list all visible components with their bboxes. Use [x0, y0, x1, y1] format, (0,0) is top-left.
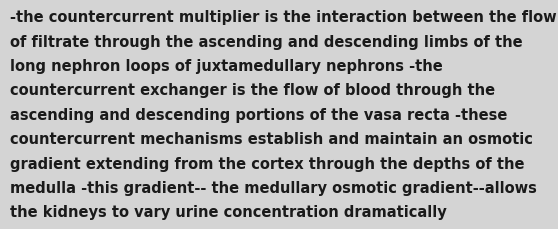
Text: the kidneys to vary urine concentration dramatically: the kidneys to vary urine concentration …: [10, 204, 447, 219]
Text: countercurrent exchanger is the flow of blood through the: countercurrent exchanger is the flow of …: [10, 83, 495, 98]
Text: ascending and descending portions of the vasa recta -these: ascending and descending portions of the…: [10, 107, 507, 122]
Text: gradient extending from the cortex through the depths of the: gradient extending from the cortex throu…: [10, 156, 525, 171]
Text: medulla -this gradient-- the medullary osmotic gradient--allows: medulla -this gradient-- the medullary o…: [10, 180, 537, 195]
Text: -the countercurrent multiplier is the interaction between the flow: -the countercurrent multiplier is the in…: [10, 10, 557, 25]
Text: long nephron loops of juxtamedullary nephrons -the: long nephron loops of juxtamedullary nep…: [10, 59, 443, 74]
Text: of filtrate through the ascending and descending limbs of the: of filtrate through the ascending and de…: [10, 35, 523, 49]
Text: countercurrent mechanisms establish and maintain an osmotic: countercurrent mechanisms establish and …: [10, 132, 533, 147]
